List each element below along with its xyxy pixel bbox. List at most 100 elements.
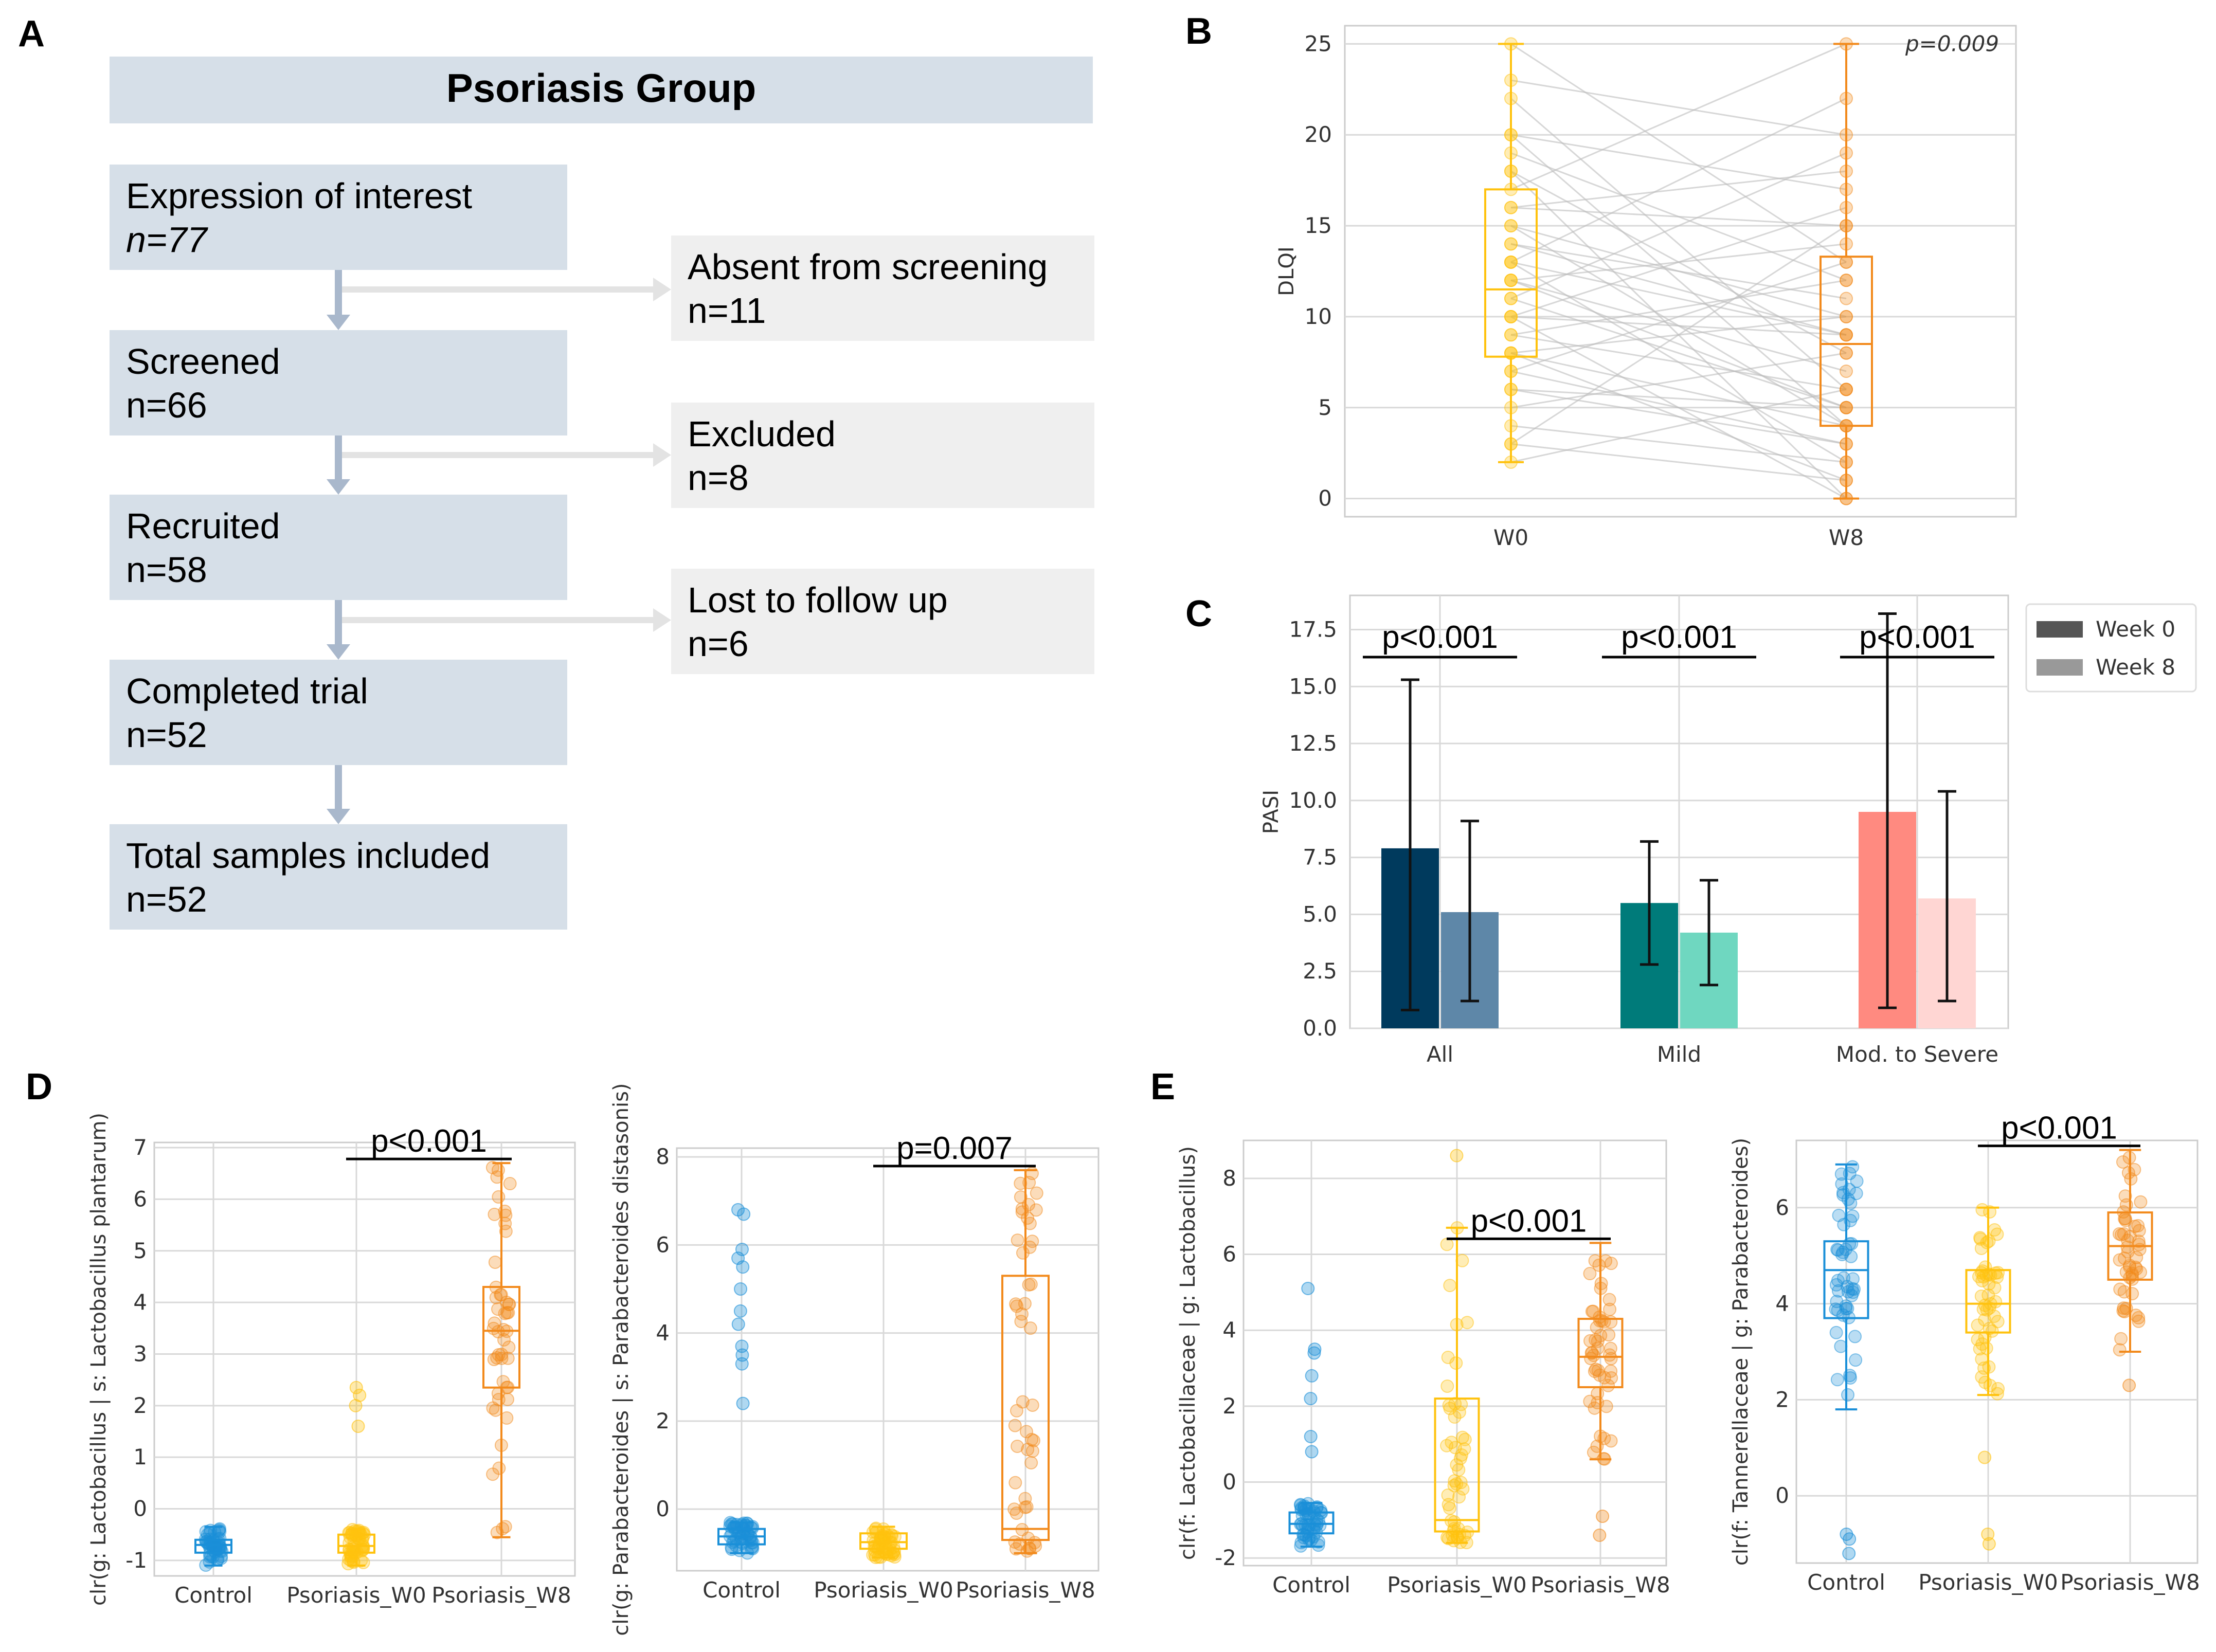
flow-arrow-side bbox=[342, 286, 656, 293]
data-point bbox=[1441, 1488, 1455, 1502]
outlier-point bbox=[1982, 1537, 1996, 1551]
x-tick-label: W8 bbox=[1829, 525, 1864, 550]
data-point bbox=[2132, 1311, 2146, 1324]
data-point bbox=[486, 1467, 500, 1481]
data-point bbox=[1841, 1388, 1855, 1402]
y-tick-label: 7 bbox=[133, 1135, 147, 1160]
x-tick-label: W0 bbox=[1493, 525, 1528, 550]
data-point bbox=[1504, 237, 1518, 251]
outlier-point bbox=[731, 1317, 745, 1331]
paired-line bbox=[1510, 261, 1847, 336]
y-tick-label: 0.0 bbox=[1303, 1015, 1337, 1041]
chart-lactobacillaceae: -2 0 2 4 6 8 Control Psoriasis_W0 Psoriasis_W8 p<… bbox=[1176, 1139, 1670, 1597]
p-value-label: p=0.007 bbox=[896, 1131, 1013, 1166]
y-tick-label: 4 bbox=[1222, 1317, 1236, 1342]
outlier-point bbox=[736, 1396, 750, 1410]
data-point bbox=[1840, 328, 1853, 342]
p-value-label: p=0.009 bbox=[1905, 31, 1999, 56]
paired-line bbox=[1510, 334, 1847, 390]
data-point bbox=[2118, 1189, 2132, 1203]
x-tick-label: Control bbox=[1807, 1570, 1885, 1595]
data-point bbox=[1008, 1419, 1022, 1432]
data-point bbox=[1019, 1425, 1033, 1439]
data-point bbox=[2131, 1219, 2145, 1232]
flow-side-excluded: Excluded n=8 bbox=[671, 403, 1094, 508]
data-point bbox=[489, 1291, 503, 1304]
flow-box-total: Total samples included n=52 bbox=[110, 824, 567, 930]
data-point bbox=[1504, 328, 1518, 342]
data-point bbox=[1007, 1502, 1021, 1516]
data-point bbox=[1991, 1266, 2005, 1280]
outlier-point bbox=[1304, 1429, 1318, 1443]
x-tick-label: Control bbox=[174, 1583, 253, 1608]
flow-side-count: n=6 bbox=[688, 624, 749, 664]
flow-box-screened: Screened n=66 bbox=[110, 330, 567, 435]
paired-line bbox=[1510, 170, 1847, 209]
data-point bbox=[1840, 292, 1853, 305]
data-point bbox=[1025, 1398, 1039, 1412]
data-point bbox=[1846, 1209, 1860, 1223]
p-value-label: p<0.001 bbox=[1382, 620, 1498, 655]
panel-a-flowchart: A Psoriasis Group Expression of interest… bbox=[18, 13, 1094, 930]
data-point bbox=[1584, 1352, 1598, 1366]
x-tick-label: Mild bbox=[1657, 1042, 1701, 1067]
data-point bbox=[1008, 1476, 1022, 1490]
data-point bbox=[1504, 255, 1518, 269]
data-point bbox=[1443, 1279, 1457, 1293]
panel-letter-d: D bbox=[26, 1066, 52, 1108]
y-tick-label: 0 bbox=[133, 1496, 147, 1521]
x-tick-label: Psoriasis_W0 bbox=[814, 1577, 953, 1603]
y-tick-label: 4 bbox=[656, 1320, 670, 1346]
outlier-point bbox=[735, 1339, 749, 1353]
data-point bbox=[1840, 255, 1853, 269]
paired-line bbox=[1510, 98, 1847, 390]
paired-line bbox=[1510, 43, 1847, 190]
flow-box-label: Total samples included bbox=[126, 836, 490, 876]
data-point bbox=[1591, 1341, 1605, 1355]
data-point bbox=[1979, 1341, 1993, 1355]
paired-line bbox=[1510, 279, 1847, 409]
data-point bbox=[1452, 1405, 1466, 1419]
p-value-label: p<0.001 bbox=[1621, 620, 1737, 655]
data-point bbox=[1840, 383, 1853, 396]
panel-letter-e: E bbox=[1150, 1066, 1175, 1108]
x-tick-label: Control bbox=[1272, 1572, 1350, 1597]
flow-box-count: n=77 bbox=[126, 220, 209, 260]
data-point bbox=[491, 1302, 505, 1316]
outlier-point bbox=[1596, 1510, 1610, 1523]
y-tick-label: 20 bbox=[1305, 122, 1332, 147]
data-point bbox=[356, 1555, 370, 1569]
y-tick-label: 8 bbox=[1222, 1166, 1236, 1191]
flow-box-label: Completed trial bbox=[126, 671, 368, 711]
y-tick-label: 10.0 bbox=[1289, 788, 1337, 813]
y-tick-label: 2.5 bbox=[1303, 958, 1337, 984]
data-point bbox=[1602, 1293, 1616, 1306]
data-point bbox=[1504, 219, 1518, 233]
flow-arrow-side bbox=[342, 452, 656, 458]
flow-box-count: n=66 bbox=[126, 385, 207, 425]
flow-header-box bbox=[110, 57, 1093, 123]
data-point bbox=[1844, 1196, 1858, 1210]
y-axis-label: clr(f: Lactobacillaceae | g: Lactobacill… bbox=[1176, 1146, 1200, 1560]
data-point bbox=[1443, 1501, 1456, 1515]
data-point bbox=[1848, 1330, 1862, 1344]
flow-side-label: Lost to follow up bbox=[688, 580, 948, 620]
y-tick-label: 15 bbox=[1305, 213, 1332, 238]
flow-box-recruited: Recruited n=58 bbox=[110, 495, 567, 600]
data-point bbox=[1846, 1160, 1860, 1174]
legend: Week 0 Week 8 bbox=[2025, 603, 2197, 693]
plot-frame bbox=[1795, 1139, 2199, 1564]
data-point bbox=[1023, 1321, 1037, 1335]
y-tick-label: 2 bbox=[133, 1393, 147, 1418]
data-point bbox=[1018, 1297, 1032, 1311]
x-tick-label: All bbox=[1427, 1042, 1453, 1067]
data-point bbox=[2134, 1195, 2148, 1209]
data-point bbox=[1441, 1351, 1455, 1365]
data-point bbox=[746, 1536, 760, 1550]
flow-arrow-side-head bbox=[653, 608, 671, 632]
data-point bbox=[499, 1208, 513, 1222]
data-point bbox=[1840, 310, 1853, 323]
data-point bbox=[1840, 365, 1853, 378]
paired-line bbox=[1510, 261, 1847, 372]
flow-arrow-down bbox=[335, 435, 342, 481]
